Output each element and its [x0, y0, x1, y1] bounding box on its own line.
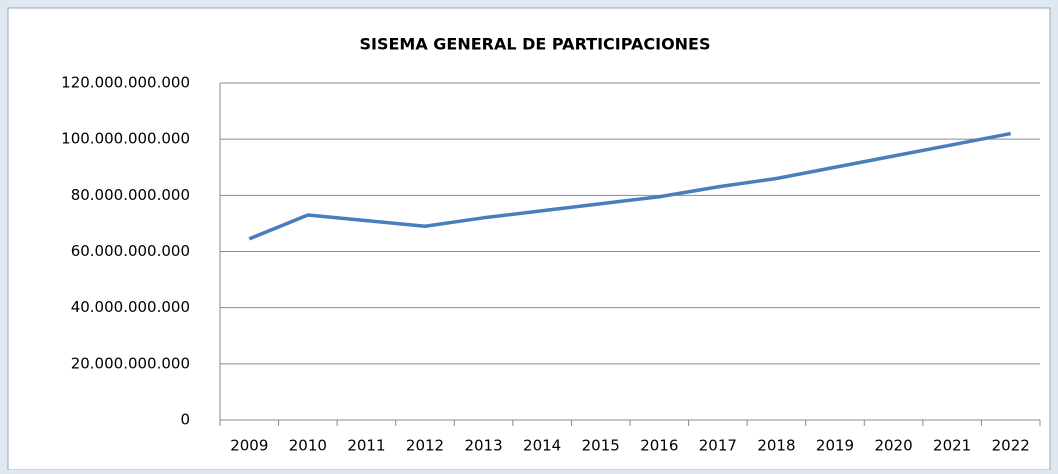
y-tick-label: 40.000.000.000	[71, 298, 190, 316]
x-tick-label: 2009	[230, 437, 268, 455]
x-tick-label: 2013	[464, 437, 502, 455]
x-tick-label: 2016	[640, 437, 678, 455]
y-tick-label: 120.000.000.000	[61, 74, 190, 92]
x-tick-label: 2018	[757, 437, 795, 455]
y-tick-label: 20.000.000.000	[71, 354, 190, 372]
chart-title: SISEMA GENERAL DE PARTICIPACIONES	[359, 35, 710, 54]
x-tick-label: 2011	[347, 437, 385, 455]
line-series	[248, 131, 1012, 241]
y-tick-label: 100.000.000.000	[61, 130, 190, 148]
x-tick-label: 2015	[582, 437, 620, 455]
y-tick-label: 0	[180, 411, 190, 429]
x-tick-label: 2014	[523, 437, 561, 455]
y-tick-label: 60.000.000.000	[71, 242, 190, 260]
x-tick-label: 2019	[816, 437, 854, 455]
x-tick-label: 2022	[992, 437, 1030, 455]
x-tick-label: 2010	[289, 437, 327, 455]
chart-area	[7, 7, 1051, 471]
x-tick-label: 2017	[699, 437, 737, 455]
x-tick-label: 2012	[406, 437, 444, 455]
y-tick-label: 80.000.000.000	[71, 186, 190, 204]
x-tick-label: 2020	[874, 437, 912, 455]
x-tick-label: 2021	[933, 437, 971, 455]
